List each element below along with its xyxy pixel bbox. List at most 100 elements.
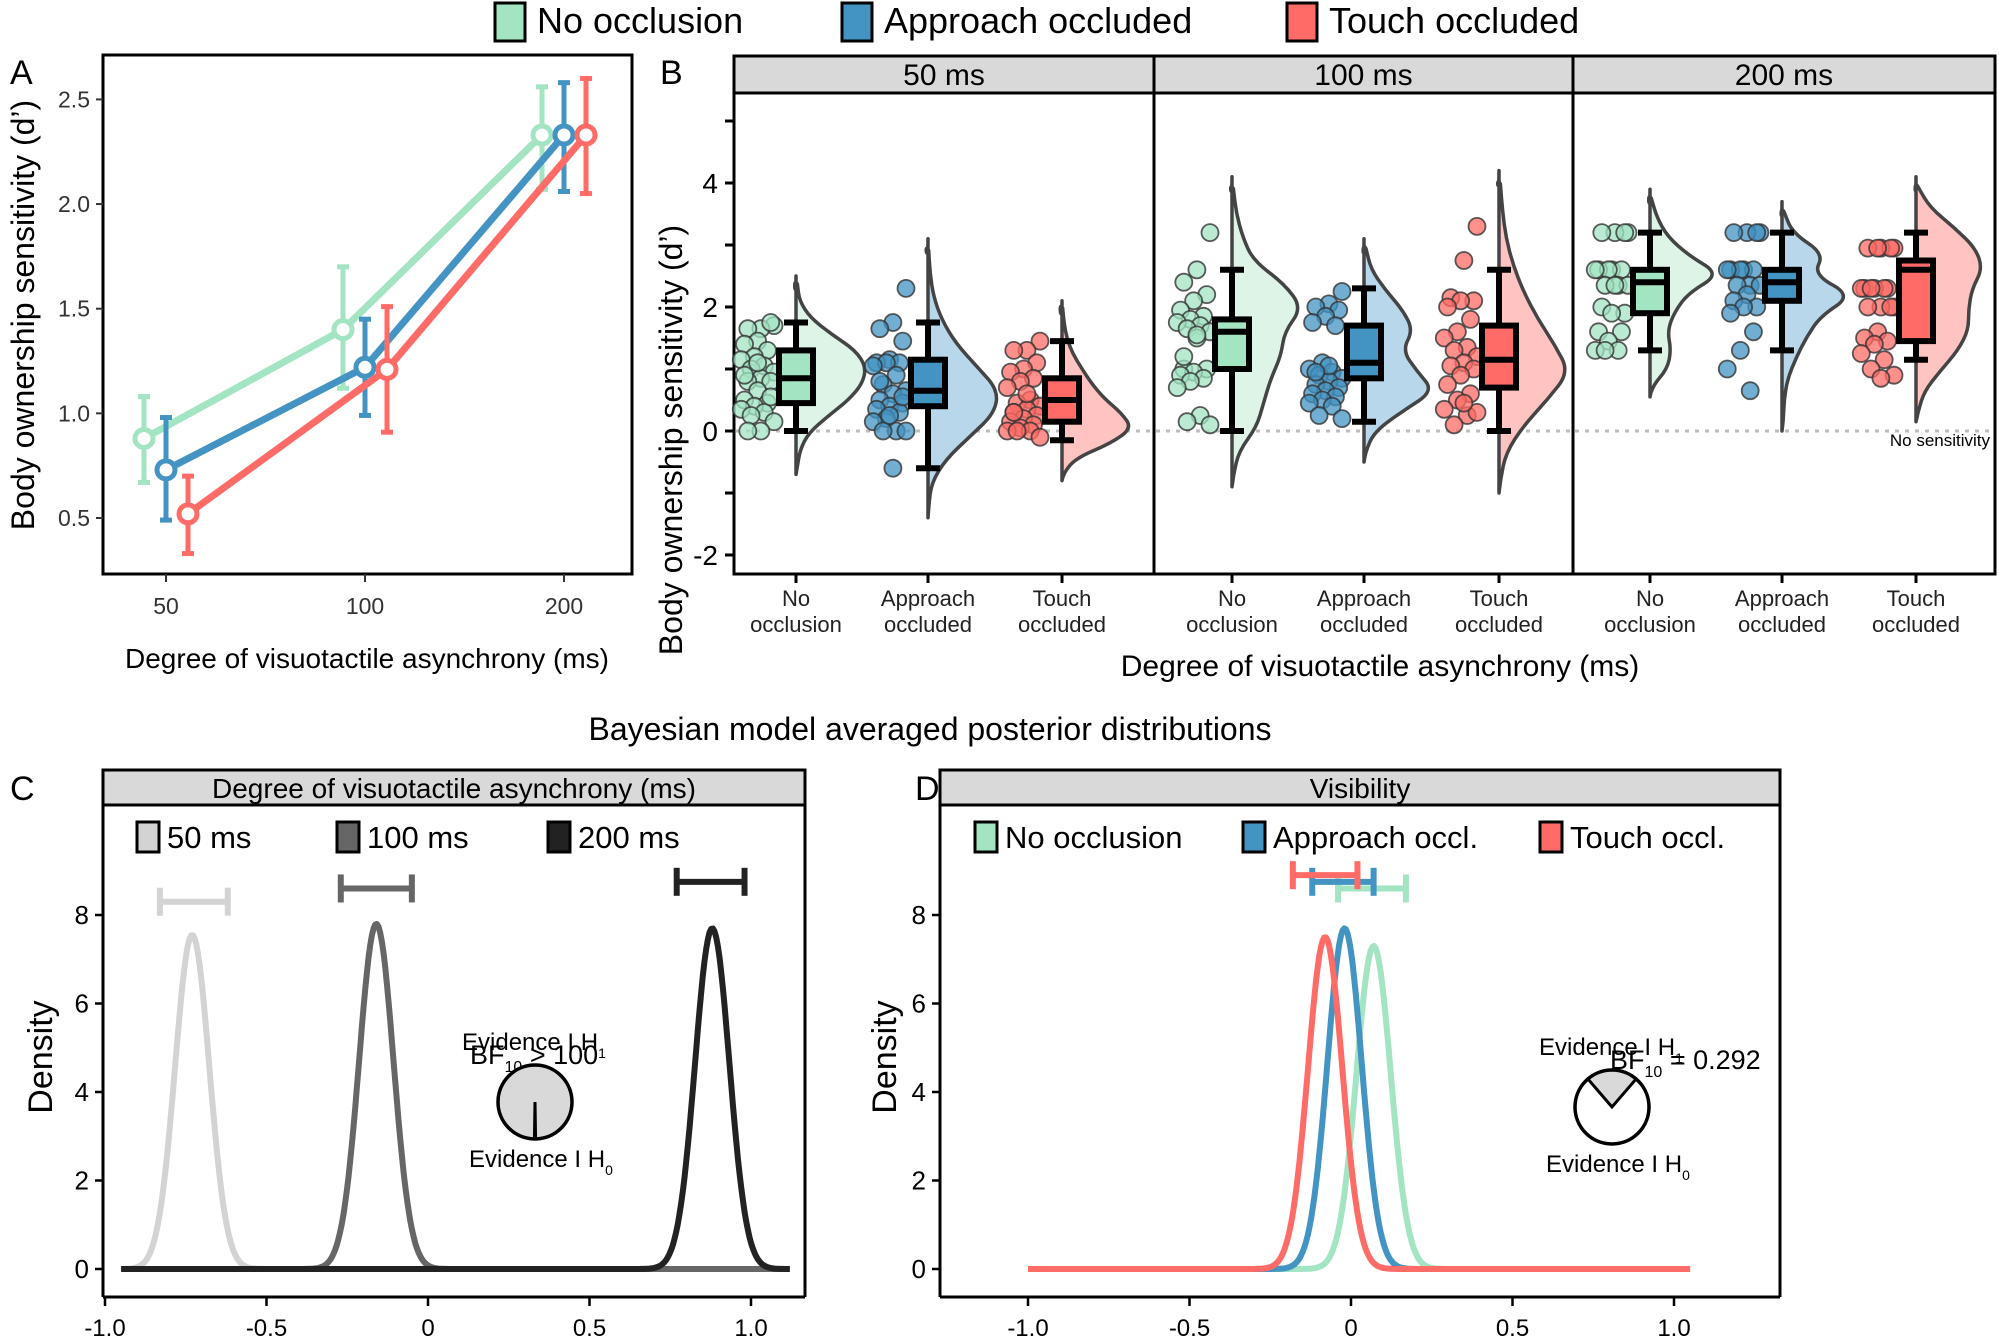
data-point: [1200, 415, 1220, 435]
legend-item: 50 ms: [135, 820, 251, 855]
panel-a-frame: [101, 53, 634, 576]
data-point: [1309, 406, 1329, 425]
h1-subscript: 1: [1675, 1050, 1683, 1066]
box: [1344, 322, 1384, 382]
legend-item-touch-occluded: Touch occluded: [1285, 0, 1579, 43]
data-point: [1858, 297, 1878, 317]
x-tick-label: Approach: [1317, 586, 1411, 611]
data-point: [1187, 325, 1207, 345]
x-tick-label: 0.5: [573, 1315, 606, 1342]
data-point: [886, 365, 906, 385]
legend-item: Approach occl.: [1241, 820, 1478, 855]
data-point: [1467, 402, 1487, 422]
data-point: [1451, 365, 1471, 385]
x-tick-label: 1.0: [734, 1315, 767, 1342]
data-point: [1864, 334, 1884, 354]
bayes-factor: BF10 = 0.292: [1610, 1045, 1761, 1081]
data-point: [1303, 313, 1322, 332]
data-point: [1724, 223, 1744, 243]
data-point: [552, 123, 576, 147]
violin-half: [1913, 175, 1983, 424]
data-point: [880, 406, 900, 425]
x-tick-label: Approach: [881, 586, 975, 611]
y-tick-label: 1.5: [58, 296, 90, 322]
panel-c-y-label: Density: [22, 1000, 60, 1113]
group-no-occlusion: [731, 274, 867, 477]
y-tick-label: 0: [702, 416, 718, 447]
data-point: [738, 421, 758, 441]
panel-b: B 50 ms 100 ms 200 ms -2 0 2 4 No sensitivity…: [653, 54, 1997, 683]
panel-letter-c: C: [10, 770, 35, 808]
data-point: [896, 278, 916, 298]
data-point: [1602, 303, 1622, 323]
facet-frame: [1571, 91, 1997, 576]
legend-label: No occlusion: [1005, 820, 1182, 855]
legend-item: No occlusion: [973, 820, 1182, 855]
y-tick-label: 2.5: [58, 86, 90, 112]
data-point: [1467, 216, 1487, 236]
y-tick-label: 6: [75, 989, 89, 1019]
data-point: [870, 319, 890, 339]
x-tick-label: 100: [346, 593, 384, 619]
data-point: [574, 123, 598, 147]
h1-subscript: 1: [598, 1045, 606, 1061]
y-tick-label: 2: [702, 292, 718, 323]
data-point: [1612, 322, 1631, 342]
panel-strip-label: Degree of visuotactile asynchrony (ms): [212, 773, 696, 804]
data-point: [883, 458, 903, 478]
data-point: [761, 313, 781, 332]
legend-label: Approach occluded: [884, 0, 1192, 41]
box: [1762, 266, 1802, 304]
panel-strip-label: Visibility: [1310, 773, 1411, 804]
x-tick-label: -1.0: [1007, 1315, 1048, 1342]
evidence-pie-outline: [496, 1063, 574, 1141]
legend-swatch: [840, 1, 874, 43]
series-no-occlusion: [132, 84, 554, 485]
data-point: [132, 426, 156, 450]
group-approach-occluded: [1299, 237, 1431, 464]
y-tick-label: 8: [912, 900, 926, 930]
data-point: [1454, 393, 1474, 413]
data-point: [870, 371, 890, 391]
evidence-h0-label: Evidence I H0: [1546, 1151, 1690, 1183]
x-tick-label: No: [782, 586, 810, 611]
x-tick-label: 200: [545, 593, 583, 619]
x-tick-label: occluded: [1738, 612, 1826, 637]
group-no-occlusion: [1167, 175, 1300, 489]
facet-100ms: [1152, 91, 1575, 576]
data-point: [1605, 275, 1625, 295]
x-tick-label: Approach: [1735, 586, 1829, 611]
y-tick-label: 4: [75, 1077, 89, 1107]
x-tick-label: Touch: [1033, 586, 1092, 611]
box: [1630, 266, 1670, 317]
facet-strip: [732, 54, 1156, 95]
data-point: [1744, 322, 1763, 342]
x-tick-label: -0.5: [1169, 1315, 1210, 1342]
legend-swatch: [1241, 820, 1267, 854]
data-point: [1174, 347, 1194, 367]
data-point: [1595, 340, 1615, 360]
facet-strip-label: 200 ms: [1735, 59, 1833, 92]
data-point: [1030, 427, 1050, 447]
posterior-curve: [119, 925, 792, 1272]
y-tick-label: 1.0: [58, 400, 90, 426]
data-point: [154, 458, 178, 482]
series-line: [164, 132, 567, 473]
x-tick-label: occlusion: [1186, 612, 1278, 637]
legend-swatch: [546, 820, 572, 854]
data-point: [1030, 331, 1050, 351]
legend-item: 200 ms: [546, 820, 680, 855]
bf-value: = 0.292: [1662, 1045, 1760, 1075]
evidence-h1-label: Evidence I H1: [1539, 1034, 1683, 1066]
y-tick-label: 0.5: [58, 505, 90, 531]
x-tick-label: occluded: [1455, 612, 1543, 637]
x-tick-label: No: [1218, 586, 1246, 611]
facet-200ms: [1571, 91, 1997, 576]
panel-d: D Visibility 0 2 4 6 8 -1.0 -0.5 0 0.5 1.0 No occlu…: [866, 768, 1782, 1342]
box: [1212, 316, 1252, 372]
violin-half: [1361, 237, 1431, 464]
data-point: [1004, 402, 1024, 422]
data-point: [1717, 260, 1737, 280]
panel-b-y-label: Body ownership sensitivity (d’): [653, 225, 689, 655]
data-point: [896, 421, 916, 441]
